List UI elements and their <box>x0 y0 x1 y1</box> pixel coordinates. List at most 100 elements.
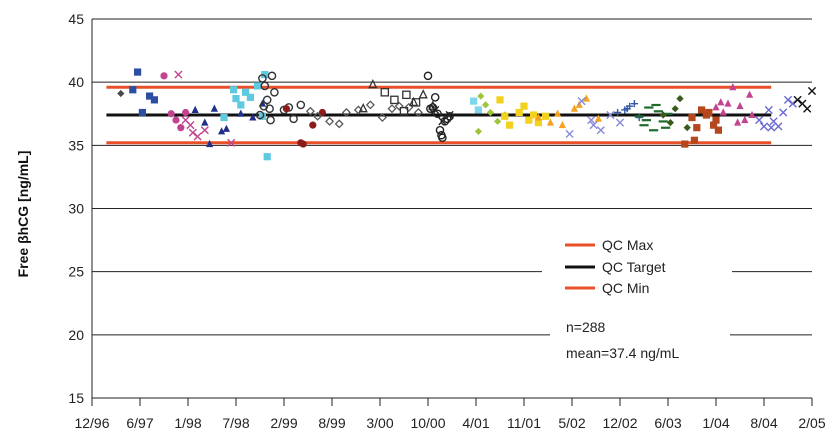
data-point <box>501 112 509 120</box>
data-point <box>254 82 262 90</box>
legend-label-qc-max: QC Max <box>602 237 653 253</box>
data-point <box>289 114 298 124</box>
data-point <box>325 116 335 126</box>
data-point <box>746 90 754 98</box>
data-point <box>191 105 199 113</box>
legend-label-qc-target: QC Target <box>602 259 666 275</box>
data-point <box>230 86 238 94</box>
data-point <box>182 108 190 117</box>
data-point <box>779 108 788 117</box>
data-point <box>200 126 209 135</box>
data-point <box>129 86 137 94</box>
data-point <box>418 89 428 99</box>
data-point <box>266 115 275 125</box>
data-point <box>582 94 590 102</box>
data-point <box>172 116 180 124</box>
data-point <box>222 124 230 132</box>
y-tick-label: 15 <box>68 390 84 406</box>
data-point <box>309 121 317 129</box>
data-point <box>380 88 390 97</box>
data-point <box>710 121 718 129</box>
y-axis-title: Free βhCG [ng/mL] <box>15 151 31 278</box>
data-point <box>249 113 257 121</box>
data-point <box>793 95 802 104</box>
stats-annotation: n=288 mean=37.4 ng/mL <box>550 312 730 372</box>
data-point <box>437 130 446 140</box>
data-point <box>606 110 615 120</box>
data-point <box>138 108 146 117</box>
data-point <box>232 94 240 103</box>
data-point <box>394 101 404 111</box>
data-point <box>174 70 183 79</box>
data-point <box>477 92 485 100</box>
stats-background <box>550 312 730 372</box>
data-point <box>188 128 197 137</box>
data-point <box>267 71 277 81</box>
data-point <box>734 118 742 126</box>
x-tick-label: 6/97 <box>126 415 153 431</box>
data-point <box>318 108 326 117</box>
data-point <box>693 124 701 132</box>
data-point <box>227 138 236 147</box>
data-point <box>270 87 279 97</box>
x-tick-label: 8/99 <box>318 415 345 431</box>
data-point <box>759 122 769 131</box>
legend-label-qc-min: QC Min <box>602 280 649 296</box>
data-point <box>206 139 214 148</box>
data-point <box>334 119 344 129</box>
data-point <box>641 119 651 122</box>
data-point <box>258 112 266 120</box>
data-point <box>299 140 307 148</box>
data-point <box>666 118 674 127</box>
data-point <box>160 72 168 80</box>
data-point <box>525 116 533 124</box>
data-point <box>470 97 478 105</box>
data-point <box>653 110 663 113</box>
x-tick-label: 6/03 <box>654 415 681 431</box>
data-point <box>402 90 411 100</box>
data-point <box>565 129 574 139</box>
data-point <box>649 129 659 132</box>
data-point <box>803 104 812 113</box>
sample-count-text: n=288 <box>566 319 606 335</box>
data-point <box>515 108 523 117</box>
data-point <box>494 117 502 125</box>
x-tick-label: 12/02 <box>602 415 637 431</box>
data-point <box>177 124 185 132</box>
y-tick-label: 30 <box>68 201 84 217</box>
data-point <box>305 106 315 116</box>
axes-layer: 15 20 25 30 35 40 45 12/96 6/97 1/98 7/98 2/99 8/99 3… <box>68 11 825 431</box>
data-point <box>431 105 440 115</box>
data-points <box>117 68 817 161</box>
data-point <box>542 112 550 120</box>
data-point <box>634 115 644 118</box>
data-point <box>558 120 566 129</box>
x-tick-label: 1/98 <box>174 415 201 431</box>
data-point <box>259 101 269 111</box>
data-point <box>506 121 514 129</box>
data-point <box>399 106 409 116</box>
y-tick-label: 20 <box>68 327 84 343</box>
legend: QC Max QC Target QC Min <box>542 232 732 302</box>
data-point <box>486 108 494 117</box>
data-point <box>658 120 668 123</box>
data-point <box>614 108 622 117</box>
data-point <box>688 113 696 122</box>
data-point <box>741 115 749 124</box>
data-point <box>534 113 542 121</box>
data-point <box>438 117 447 126</box>
data-point <box>218 127 226 135</box>
data-point <box>570 104 578 112</box>
data-point <box>661 126 671 129</box>
data-point <box>387 104 397 114</box>
data-point <box>474 127 482 136</box>
data-point <box>714 126 722 134</box>
data-point <box>282 105 290 113</box>
data-point <box>440 117 450 126</box>
data-point <box>788 99 797 108</box>
data-point <box>698 106 706 114</box>
data-point <box>413 107 423 118</box>
data-point <box>530 111 538 119</box>
data-point <box>729 83 737 91</box>
data-point <box>639 124 649 127</box>
